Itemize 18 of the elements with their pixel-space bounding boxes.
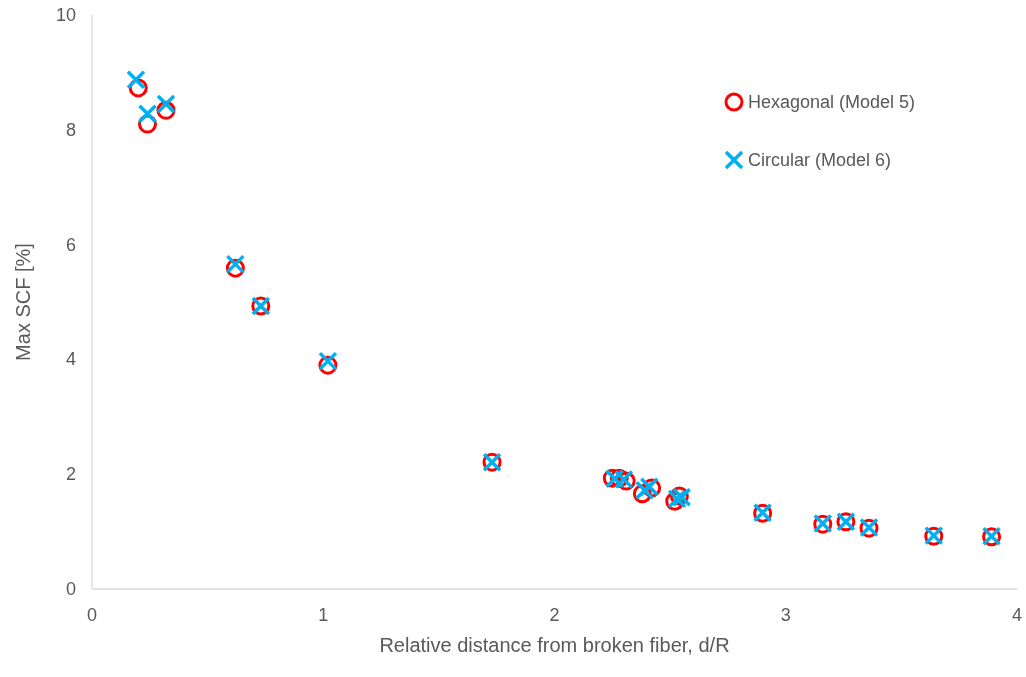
x-tick-label: 3 <box>780 605 791 625</box>
point <box>156 94 176 114</box>
legend-label: Hexagonal (Model 5) <box>748 92 916 112</box>
x-tick-label: 4 <box>1011 605 1023 625</box>
y-tick-label: 10 <box>55 5 76 25</box>
x-tick-label: 2 <box>549 605 560 625</box>
y-tick-label: 8 <box>65 119 76 140</box>
y-tick-label: 4 <box>65 349 76 370</box>
y-axis-title: Max SCF [%] <box>12 243 34 361</box>
y-tick-label: 2 <box>65 464 76 485</box>
y-tick-label: 0 <box>65 579 76 599</box>
point <box>137 103 158 124</box>
x-axis-title: Relative distance from broken fiber, d/R <box>379 634 730 656</box>
y-tick-label: 6 <box>65 234 76 255</box>
point <box>126 70 146 90</box>
x-tick-label: 1 <box>318 605 329 625</box>
x-tick-label: 0 <box>86 605 98 625</box>
legend-label: Circular (Model 6) <box>748 150 892 170</box>
